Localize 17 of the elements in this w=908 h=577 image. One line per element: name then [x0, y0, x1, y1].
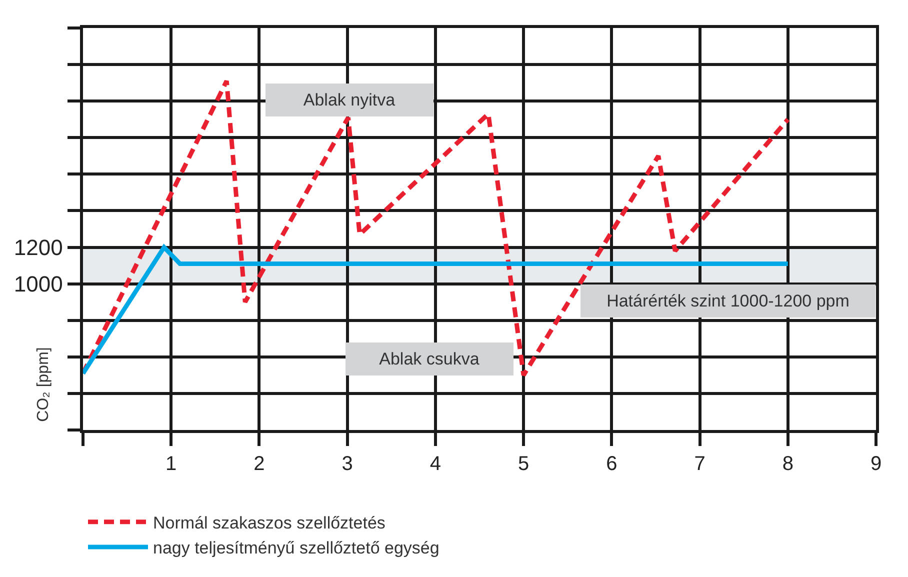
x-tick-label: 8	[782, 452, 794, 475]
y-tick-label: 1000	[14, 272, 63, 297]
x-tick-label: 6	[606, 452, 618, 475]
x-tick-label: 9	[870, 452, 882, 475]
legend-label: nagy teljesítményű szellőztető egység	[153, 538, 440, 558]
y-axis-title: CO₂ [ppm]	[34, 347, 52, 422]
annotation: Ablak nyitva	[303, 90, 396, 110]
x-tick-label: 1	[166, 452, 177, 475]
annotation: Ablak csukva	[379, 350, 480, 368]
x-tick-label: 4	[430, 452, 442, 475]
band-label: Határérték szint 1000-1200 ppm	[606, 292, 850, 310]
y-tick-label: 1200	[14, 234, 63, 260]
x-tick-label: 7	[694, 452, 706, 475]
x-tick-label: 2	[254, 452, 265, 475]
x-tick-label: 5	[518, 452, 530, 475]
legend-label: Normál szakaszos szellőztetés	[153, 514, 386, 533]
x-tick-label: 3	[342, 452, 353, 475]
